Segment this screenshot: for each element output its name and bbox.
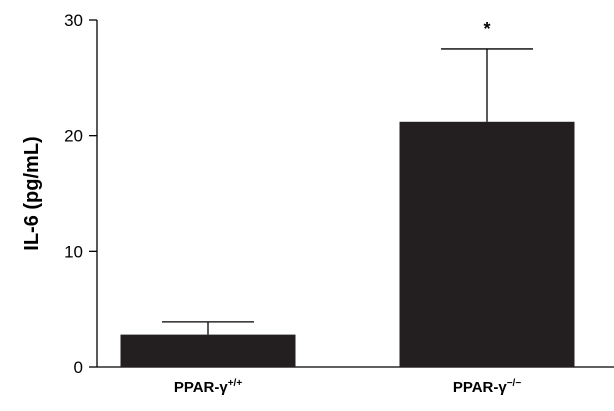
x-tick-label: PPAR-γ−/− <box>453 378 522 396</box>
y-tick-label: 30 <box>64 11 83 30</box>
x-tick-label: PPAR-γ+/+ <box>174 378 243 396</box>
bar <box>120 334 296 367</box>
y-tick-label: 0 <box>74 358 83 377</box>
y-tick-label: 20 <box>64 127 83 146</box>
error-bars <box>162 48 533 335</box>
y-axis-label: IL-6 (pg/mL) <box>21 136 43 250</box>
bar <box>399 121 575 367</box>
bars <box>120 121 575 367</box>
labels: 0 10 20 30 PPAR-γ+/+ PPAR-γ−/− * <box>64 11 521 396</box>
y-tick-label: 10 <box>64 242 83 261</box>
significance-marker: * <box>483 19 490 39</box>
